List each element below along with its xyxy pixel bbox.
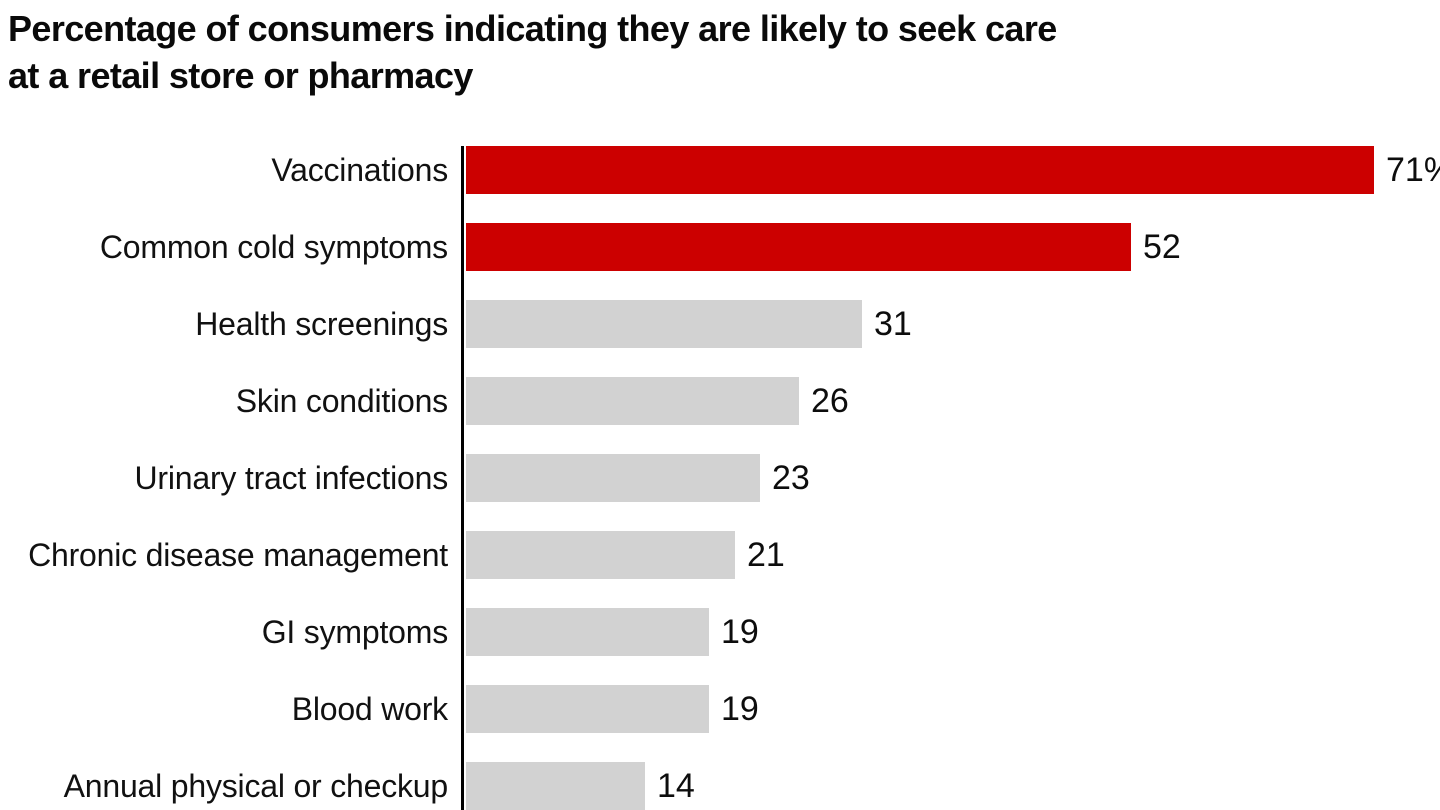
bar-track: 21	[466, 531, 785, 579]
category-label: Blood work	[291, 690, 449, 727]
bar-track: 23	[466, 454, 810, 502]
bar-track: 19	[466, 608, 759, 656]
chart-title-line1: Percentage of consumers indicating they …	[8, 8, 1057, 49]
bar-rows-container: Vaccinations 71% Common cold symptoms 52 Hea…	[0, 146, 1440, 810]
bar	[466, 377, 799, 425]
bar	[466, 531, 735, 579]
bar-row: GI symptoms 19	[0, 608, 1440, 656]
bar-row: Urinary tract infections 23	[0, 454, 1440, 502]
category-label: Vaccinations	[271, 151, 448, 188]
value-label: 23	[772, 458, 810, 497]
value-label: 19	[721, 689, 759, 728]
bar-row: Chronic disease management 21	[0, 531, 1440, 579]
value-label: 21	[747, 535, 785, 574]
category-label: GI symptoms	[261, 613, 448, 650]
bar-track: 52	[466, 223, 1181, 271]
bar-chart: Vaccinations 71% Common cold symptoms 52 Hea…	[0, 146, 1440, 810]
bar-row: Common cold symptoms 52	[0, 223, 1440, 271]
bar-row: Blood work 19	[0, 685, 1440, 733]
value-label: 19	[721, 612, 759, 651]
bar	[466, 146, 1374, 194]
bar-track: 14	[466, 762, 695, 810]
value-label: 31	[874, 304, 912, 343]
bar-track: 71%	[466, 146, 1440, 194]
bar-track: 31	[466, 300, 912, 348]
bar-row: Vaccinations 71%	[0, 146, 1440, 194]
category-label: Health screenings	[195, 305, 448, 342]
bar	[466, 300, 862, 348]
category-label: Annual physical or checkup	[63, 767, 449, 804]
value-label: 14	[657, 766, 695, 805]
value-label: 52	[1143, 227, 1181, 266]
bar	[466, 608, 709, 656]
chart-title: Percentage of consumers indicating they …	[8, 5, 1057, 99]
y-axis-line	[461, 146, 464, 810]
category-label: Urinary tract infections	[134, 459, 448, 496]
bar	[466, 762, 645, 810]
chart-title-line2: at a retail store or pharmacy	[8, 55, 473, 96]
bar-row: Health screenings 31	[0, 300, 1440, 348]
bar-row: Annual physical or checkup 14	[0, 762, 1440, 810]
value-label: 71%	[1386, 150, 1440, 189]
bar	[466, 223, 1131, 271]
bar	[466, 454, 760, 502]
bar-track: 26	[466, 377, 849, 425]
category-label: Skin conditions	[235, 382, 448, 419]
category-label: Common cold symptoms	[99, 228, 448, 265]
bar	[466, 685, 709, 733]
value-label: 26	[811, 381, 849, 420]
bar-track: 19	[466, 685, 759, 733]
category-label: Chronic disease management	[28, 536, 448, 573]
bar-row: Skin conditions 26	[0, 377, 1440, 425]
